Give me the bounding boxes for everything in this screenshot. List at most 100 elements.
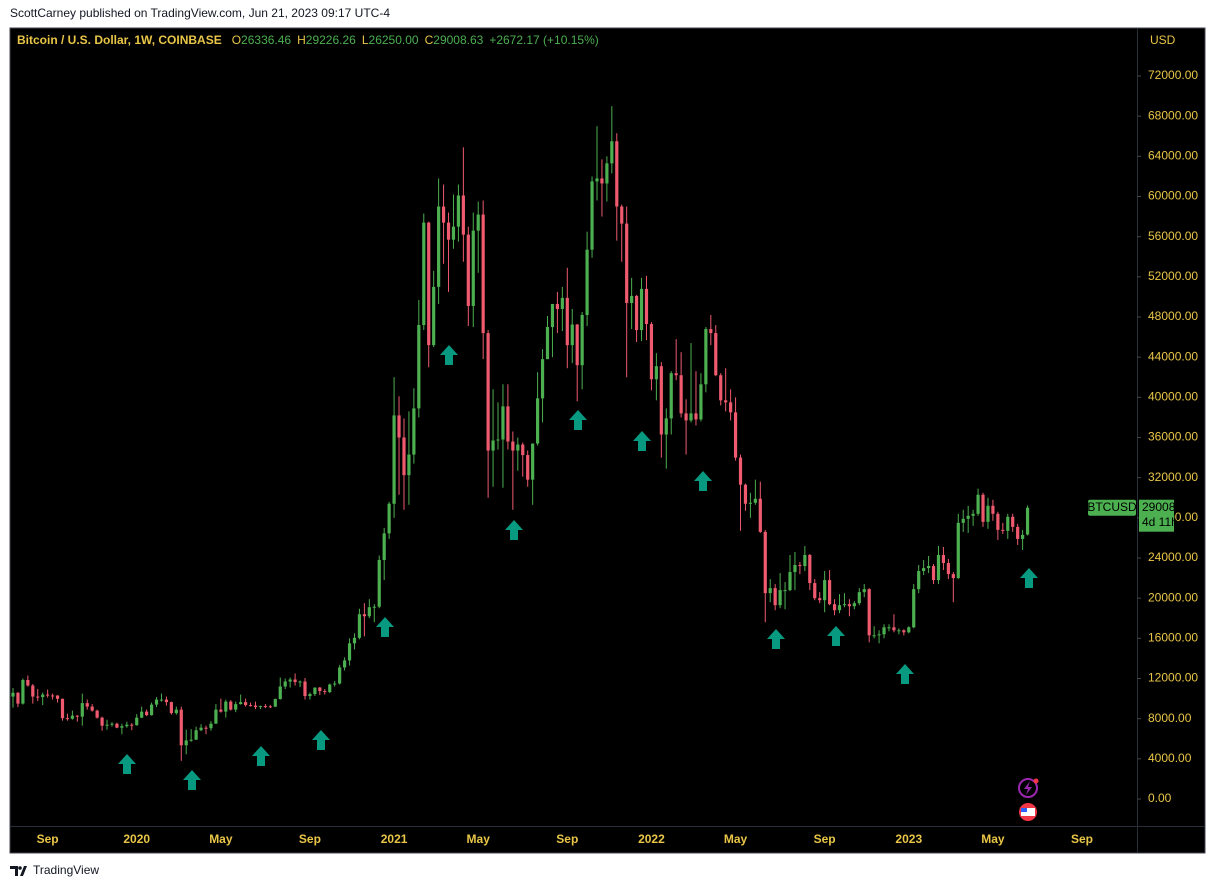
candle-body	[615, 141, 619, 207]
candle-body	[95, 710, 99, 718]
candle-body	[145, 711, 149, 716]
candle-body	[50, 695, 55, 697]
change: +2672.17 (+10.15%)	[489, 33, 598, 47]
candle-body	[422, 222, 426, 326]
chart-background	[9, 27, 1206, 854]
lightning-glyph	[1024, 781, 1032, 795]
candle-body	[630, 295, 634, 303]
x-tick-label: May	[209, 832, 233, 846]
candle-body	[342, 660, 347, 668]
y-tick-label: 12000.00	[1148, 671, 1198, 685]
annotation-arrows	[118, 345, 1038, 790]
candle-body	[605, 163, 609, 184]
candle-body	[446, 222, 451, 240]
candle-body	[293, 679, 297, 683]
candle-body	[803, 554, 807, 567]
candle-body	[427, 222, 431, 346]
candle-body	[179, 709, 183, 746]
candle-body	[130, 724, 134, 726]
ohlc-label: L	[362, 33, 369, 47]
candle-body	[699, 384, 703, 420]
ohlc-value: 29226.26	[306, 33, 356, 47]
candle-body	[313, 687, 317, 695]
candle-body	[234, 704, 238, 710]
candle-body	[154, 699, 159, 705]
candle-body	[110, 723, 114, 725]
candle-body	[610, 141, 614, 164]
candle-body	[357, 614, 362, 638]
candle-body	[229, 701, 233, 710]
candle-body	[704, 329, 708, 385]
candle-body	[41, 694, 45, 698]
candle-body	[555, 303, 559, 309]
candle-body	[897, 630, 901, 632]
candle-body	[590, 181, 594, 250]
y-tick-label: 48000.00	[1148, 309, 1198, 323]
x-tick-label: May	[467, 832, 491, 846]
candle-body	[466, 234, 470, 306]
candle-body	[258, 706, 263, 708]
x-tick-label: 2022	[638, 832, 665, 846]
candle-body	[902, 630, 906, 633]
candle-body	[36, 696, 40, 698]
candle-body	[526, 455, 530, 480]
y-tick-label: 56000.00	[1148, 229, 1198, 243]
arrow	[505, 520, 523, 540]
candle-body	[407, 454, 411, 476]
y-tick-label: 68000.00	[1148, 108, 1198, 122]
candle-body	[847, 604, 851, 607]
candle-body	[664, 418, 668, 435]
candle-body	[714, 333, 718, 376]
x-tick-label: 2020	[123, 832, 150, 846]
candle-body	[501, 406, 505, 440]
candle-body	[352, 637, 357, 644]
candle-body	[941, 554, 946, 564]
arrow	[827, 626, 845, 646]
candle-body	[451, 226, 456, 240]
candle-body	[417, 325, 421, 409]
candle-body	[46, 694, 50, 696]
ohlc-label: H	[297, 33, 306, 47]
candle-body	[565, 297, 569, 346]
candle-body	[85, 703, 89, 707]
candle-body	[917, 571, 921, 590]
candle-body	[397, 415, 401, 438]
candle-body	[367, 607, 371, 617]
arrow	[312, 730, 330, 750]
countdown: 4d 11h	[1142, 515, 1178, 529]
candle-body	[961, 518, 965, 523]
arrow	[767, 629, 785, 649]
y-tick-label: 72000.00	[1148, 68, 1198, 82]
candle-body	[323, 691, 327, 693]
candle-body	[100, 717, 104, 726]
candle-body	[456, 195, 461, 227]
candle-body	[377, 560, 381, 607]
candle-body	[892, 627, 896, 631]
candle-body	[773, 588, 777, 606]
candle-body	[862, 589, 866, 593]
candle-body	[540, 359, 545, 399]
candle-body	[412, 408, 416, 455]
candle-body	[1025, 507, 1030, 535]
ohlc-value: 26250.00	[369, 33, 419, 47]
candle-body	[763, 531, 767, 594]
symbol-box	[1088, 499, 1136, 516]
candle-body	[194, 730, 198, 740]
y-tick-label: 36000.00	[1148, 430, 1198, 444]
candle-body	[872, 635, 876, 637]
candle-body	[585, 249, 589, 315]
candle-body	[966, 515, 970, 519]
candle-body	[813, 583, 817, 599]
candle-body	[991, 505, 995, 514]
candle-body	[793, 565, 797, 573]
y-tick-label: 60000.00	[1148, 189, 1198, 203]
candle-body	[1016, 526, 1020, 539]
candle-body	[600, 178, 604, 184]
candle-body	[545, 327, 550, 360]
candle-body	[516, 444, 520, 451]
currency: USD	[1150, 33, 1176, 47]
candle-body	[733, 412, 738, 458]
candle-body	[308, 694, 312, 697]
